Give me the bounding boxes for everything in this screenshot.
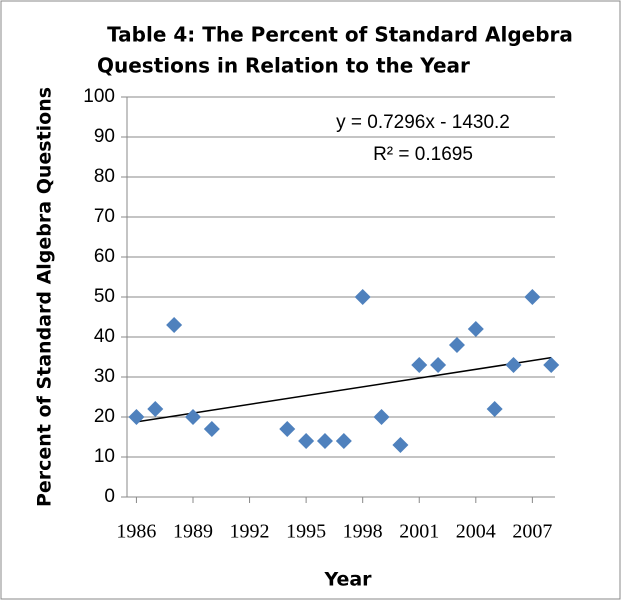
point: [128, 409, 145, 425]
trendline: [136, 356, 552, 423]
point: [354, 289, 371, 305]
y-tick-label: 90: [94, 126, 115, 147]
point: [392, 437, 409, 453]
x-tick-label: 1986: [116, 521, 156, 543]
point: [467, 321, 484, 337]
y-tick-label: 40: [94, 326, 115, 347]
point: [316, 433, 333, 449]
y-tick-label: 20: [94, 406, 115, 427]
x-tick-label: 2004: [456, 521, 496, 543]
point: [335, 433, 352, 449]
y-tick-label: 70: [94, 206, 115, 227]
x-tick-label: 1992: [230, 521, 270, 543]
point: [524, 289, 541, 305]
y-tick-label: 100: [83, 86, 115, 107]
point: [430, 357, 447, 373]
x-tick-label: 2001: [399, 521, 439, 543]
point: [279, 421, 296, 437]
chart-title: Table 4: The Percent of Standard Algebra: [107, 23, 573, 47]
point: [166, 317, 183, 333]
r-squared: R² = 0.1695: [373, 144, 473, 165]
trend-equation: y = 0.7296x - 1430.2: [336, 112, 510, 133]
y-tick-label: 80: [94, 166, 115, 187]
x-axis-title: Year: [323, 569, 372, 591]
point: [184, 409, 201, 425]
x-tick-label: 1989: [173, 521, 213, 543]
point: [543, 357, 560, 373]
point: [486, 401, 503, 417]
chart-title: Questions in Relation to the Year: [97, 54, 470, 78]
y-tick-label: 50: [94, 286, 115, 307]
point: [147, 401, 164, 417]
y-tick-label: 0: [104, 486, 115, 507]
point: [298, 433, 315, 449]
y-tick-label: 60: [94, 246, 115, 267]
point: [203, 421, 220, 437]
x-tick-label: 2007: [512, 521, 552, 543]
point: [411, 357, 428, 373]
y-tick-label: 10: [94, 446, 115, 467]
y-tick-label: 30: [94, 366, 115, 387]
point: [505, 357, 522, 373]
x-tick-label: 1995: [286, 521, 326, 543]
point: [448, 337, 465, 353]
x-tick-label: 1998: [343, 521, 383, 543]
y-axis-title: Percent of Standard Algebra Questions: [34, 87, 56, 507]
point: [373, 409, 390, 425]
